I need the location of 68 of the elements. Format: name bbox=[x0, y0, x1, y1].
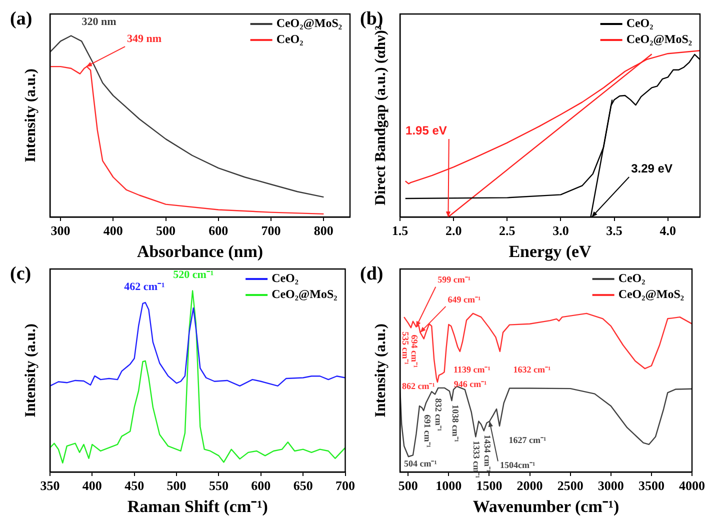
x-tick-label: 3500 bbox=[638, 478, 664, 494]
chart-title: (a) bbox=[10, 8, 32, 30]
x-tick-label: 550 bbox=[208, 478, 228, 494]
x-tick-label: 600 bbox=[251, 478, 271, 494]
x-tick-label: 2.0 bbox=[445, 223, 462, 238]
y-axis-title: Intensity (a.u.) bbox=[22, 68, 39, 162]
x-axis-title: Energy (eV bbox=[508, 242, 592, 262]
x-tick-label: 400 bbox=[103, 223, 123, 238]
annotation: 832 cm⁻¹ bbox=[434, 398, 444, 432]
annotation: 504 cm⁻¹ bbox=[404, 458, 438, 468]
annotation: 862 cm⁻¹ bbox=[402, 380, 436, 391]
annotation: 3.29 eV bbox=[631, 161, 672, 176]
x-tick-label: 1000 bbox=[436, 478, 462, 494]
annotation: 691 cm⁻¹ bbox=[422, 414, 432, 448]
x-axis-title: Raman Shift (cm⁻¹) bbox=[127, 497, 268, 516]
annotation: 649 cm⁻¹ bbox=[448, 294, 481, 304]
annotation: 520 cm⁻¹ bbox=[173, 269, 214, 282]
x-tick-label: 350 bbox=[40, 478, 60, 494]
legend-label: CeO₂@MoS₂ bbox=[272, 287, 338, 302]
annotation: 1038 cm⁻¹ bbox=[450, 404, 460, 442]
x-tick-label: 2000 bbox=[516, 478, 543, 494]
x-tick-label: 3000 bbox=[598, 478, 624, 494]
x-tick-label: 650 bbox=[293, 478, 313, 494]
annotation: 946 cm⁻¹ bbox=[454, 378, 488, 389]
legend-label: CeO₂@MoS₂ bbox=[276, 16, 342, 30]
annotation: 1434 cm⁻¹ bbox=[482, 434, 493, 473]
x-tick-label: 700 bbox=[261, 223, 281, 238]
chart-title: (c) bbox=[10, 263, 32, 284]
x-tick-label: 600 bbox=[208, 223, 228, 238]
annotation: 1632 cm⁻¹ bbox=[513, 364, 551, 374]
annotation: 1333 cm⁻¹ bbox=[471, 440, 482, 479]
legend-label: CeO₂@MoS₂ bbox=[626, 32, 692, 46]
y-axis-title: Intensity (a.u.) bbox=[372, 324, 389, 418]
x-tick-label: 3.5 bbox=[606, 223, 623, 238]
x-tick-label: 300 bbox=[50, 223, 70, 238]
legend-label: CeO₂@MoS₂ bbox=[618, 287, 684, 302]
x-tick-label: 2.5 bbox=[499, 223, 516, 238]
x-tick-label: 700 bbox=[336, 478, 355, 494]
x-tick-label: 4.0 bbox=[660, 223, 676, 238]
x-axis-title: Wavenumber (cm⁻¹) bbox=[472, 497, 620, 516]
x-tick-label: 3.0 bbox=[552, 223, 569, 238]
x-tick-label: 500 bbox=[156, 223, 176, 238]
x-tick-label: 450 bbox=[124, 478, 144, 494]
annotation: 1139 cm⁻¹ bbox=[453, 364, 491, 374]
legend-label: CeO₂ bbox=[276, 32, 304, 46]
annotation: 462 cm⁻¹ bbox=[124, 280, 165, 293]
x-tick-label: 4000 bbox=[679, 478, 705, 494]
annotation: 1504cm⁻¹ bbox=[500, 460, 536, 470]
annotation: 1627 cm⁻¹ bbox=[508, 434, 547, 445]
annotation: 349 nm bbox=[127, 32, 162, 45]
annotation: 535 cm⁻¹ bbox=[400, 332, 411, 365]
x-tick-label: 2500 bbox=[557, 478, 584, 494]
legend-label: CeO₂ bbox=[626, 16, 654, 30]
annotation: 320 nm bbox=[82, 16, 116, 28]
x-tick-label: 500 bbox=[166, 478, 186, 494]
x-axis-title: Absorbance (nm) bbox=[136, 242, 264, 262]
x-tick-label: 1500 bbox=[476, 478, 502, 494]
annotation: 599 cm⁻¹ bbox=[438, 274, 471, 285]
legend-label: CeO₂ bbox=[272, 271, 299, 286]
legend-label: CeO₂ bbox=[618, 271, 646, 286]
x-tick-label: 400 bbox=[82, 478, 102, 494]
x-tick-label: 800 bbox=[314, 223, 334, 238]
y-axis-title: Intensity (a.u.) bbox=[22, 324, 39, 418]
annotation: 1.95 eV bbox=[406, 123, 447, 138]
x-tick-label: 500 bbox=[398, 478, 418, 494]
chart-title: (d) bbox=[360, 263, 384, 284]
annotation: 694 cm⁻¹ bbox=[410, 334, 420, 368]
x-tick-label: 1.5 bbox=[392, 223, 409, 238]
